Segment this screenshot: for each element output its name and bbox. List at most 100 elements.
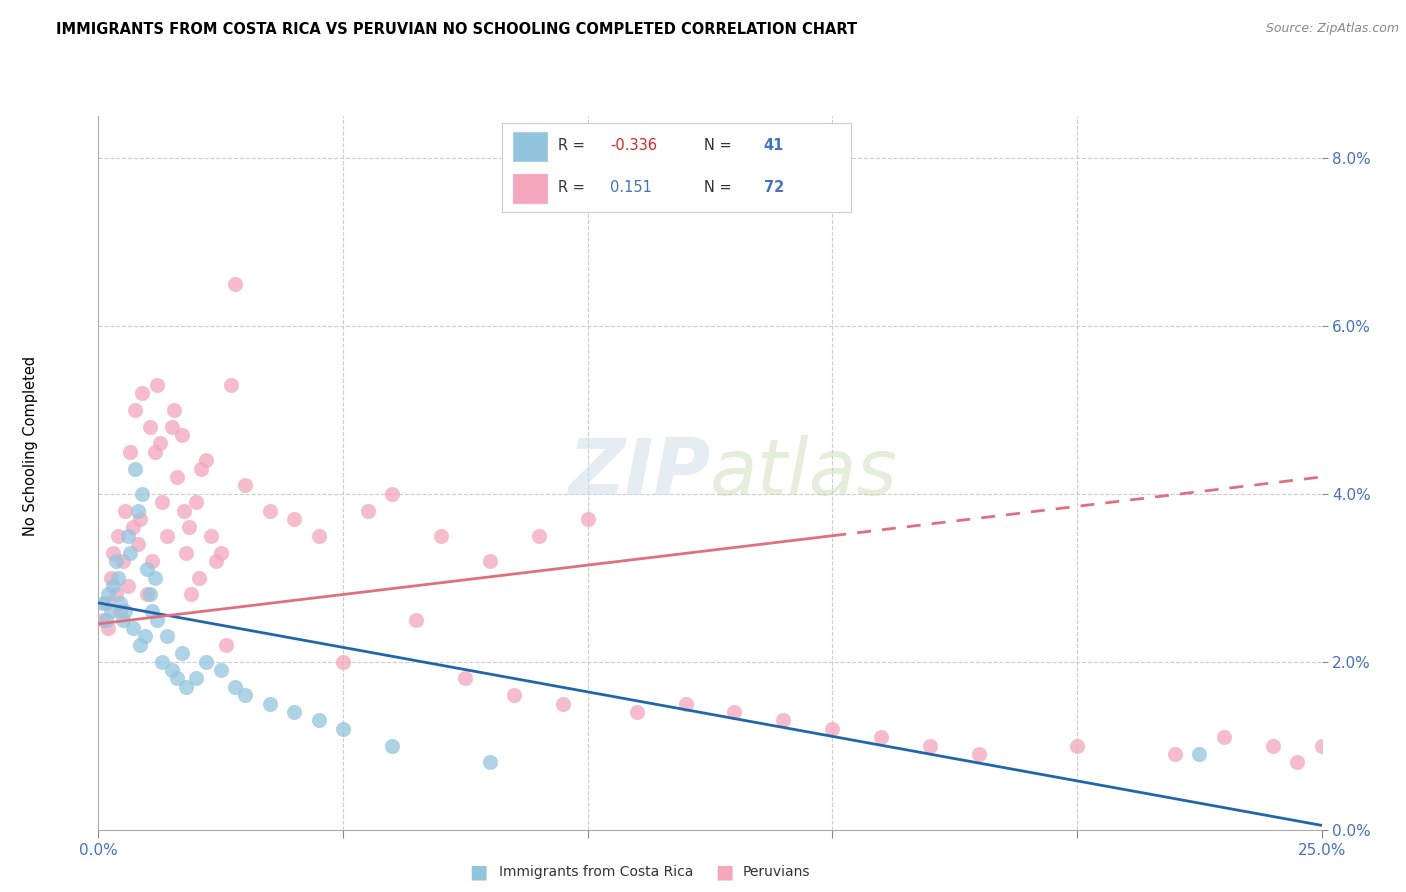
- Text: Source: ZipAtlas.com: Source: ZipAtlas.com: [1265, 22, 1399, 36]
- Point: [166, 470, 188, 484]
- Point: [166, 672, 188, 686]
- Text: Peruvians: Peruvians: [742, 865, 810, 880]
- Text: ZIP: ZIP: [568, 434, 710, 511]
- Point: [233, 478, 256, 492]
- Point: [180, 587, 202, 601]
- Text: ■: ■: [468, 863, 488, 882]
- Point: [176, 545, 198, 559]
- Point: [205, 554, 228, 568]
- Point: [111, 613, 134, 627]
- Point: [136, 562, 159, 576]
- Point: [626, 705, 648, 719]
- Point: [224, 277, 246, 291]
- Text: Immigrants from Costa Rica: Immigrants from Costa Rica: [499, 865, 693, 880]
- Point: [149, 436, 172, 450]
- Point: [195, 655, 218, 669]
- Point: [129, 638, 152, 652]
- Point: [723, 705, 745, 719]
- Text: ■: ■: [714, 863, 734, 882]
- Text: IMMIGRANTS FROM COSTA RICA VS PERUVIAN NO SCHOOLING COMPLETED CORRELATION CHART: IMMIGRANTS FROM COSTA RICA VS PERUVIAN N…: [56, 22, 858, 37]
- Point: [576, 512, 599, 526]
- Point: [308, 714, 330, 728]
- Point: [127, 503, 149, 517]
- Point: [219, 377, 242, 392]
- Point: [259, 503, 281, 517]
- Point: [332, 722, 354, 736]
- Point: [675, 697, 697, 711]
- Point: [129, 512, 152, 526]
- Point: [381, 487, 404, 501]
- Point: [176, 680, 198, 694]
- Point: [283, 512, 305, 526]
- Point: [1164, 747, 1187, 761]
- Point: [233, 688, 256, 702]
- Point: [146, 377, 169, 392]
- Point: [160, 419, 183, 434]
- Point: [553, 697, 575, 711]
- Point: [120, 444, 142, 458]
- Point: [1261, 739, 1284, 753]
- Point: [101, 579, 124, 593]
- Point: [127, 537, 149, 551]
- Point: [124, 402, 146, 417]
- Point: [200, 529, 222, 543]
- Point: [101, 545, 124, 559]
- Point: [259, 697, 281, 711]
- Point: [146, 613, 169, 627]
- Point: [1310, 739, 1333, 753]
- Point: [209, 663, 232, 677]
- Point: [1212, 730, 1234, 744]
- Point: [104, 587, 127, 601]
- Point: [114, 604, 136, 618]
- Point: [141, 554, 163, 568]
- Point: [821, 722, 844, 736]
- Point: [120, 545, 142, 559]
- Point: [131, 487, 153, 501]
- Point: [160, 663, 183, 677]
- Point: [190, 461, 212, 475]
- Point: [430, 529, 453, 543]
- Point: [100, 604, 122, 618]
- Point: [478, 554, 501, 568]
- Point: [121, 621, 143, 635]
- Point: [114, 503, 136, 517]
- Point: [478, 756, 501, 770]
- Point: [110, 604, 132, 618]
- Point: [177, 520, 200, 534]
- Point: [121, 520, 143, 534]
- Point: [283, 705, 305, 719]
- Point: [104, 554, 127, 568]
- Point: [195, 453, 218, 467]
- Point: [156, 529, 179, 543]
- Point: [170, 428, 193, 442]
- Point: [870, 730, 893, 744]
- Point: [97, 587, 120, 601]
- Point: [131, 386, 153, 401]
- Point: [110, 596, 132, 610]
- Point: [143, 444, 166, 458]
- Point: [920, 739, 942, 753]
- Point: [224, 680, 246, 694]
- Point: [381, 739, 404, 753]
- Text: No Schooling Completed: No Schooling Completed: [24, 356, 38, 536]
- Point: [134, 630, 156, 644]
- Point: [503, 688, 526, 702]
- Text: atlas: atlas: [710, 434, 898, 511]
- Point: [117, 529, 139, 543]
- Point: [124, 461, 146, 475]
- Point: [356, 503, 378, 517]
- Point: [173, 503, 195, 517]
- Point: [156, 630, 179, 644]
- Point: [454, 672, 477, 686]
- Point: [332, 655, 354, 669]
- Point: [967, 747, 990, 761]
- Point: [91, 596, 114, 610]
- Point: [527, 529, 550, 543]
- Point: [405, 613, 427, 627]
- Point: [100, 571, 122, 585]
- Point: [91, 613, 114, 627]
- Point: [214, 638, 236, 652]
- Point: [150, 655, 173, 669]
- Point: [111, 554, 134, 568]
- Point: [187, 571, 209, 585]
